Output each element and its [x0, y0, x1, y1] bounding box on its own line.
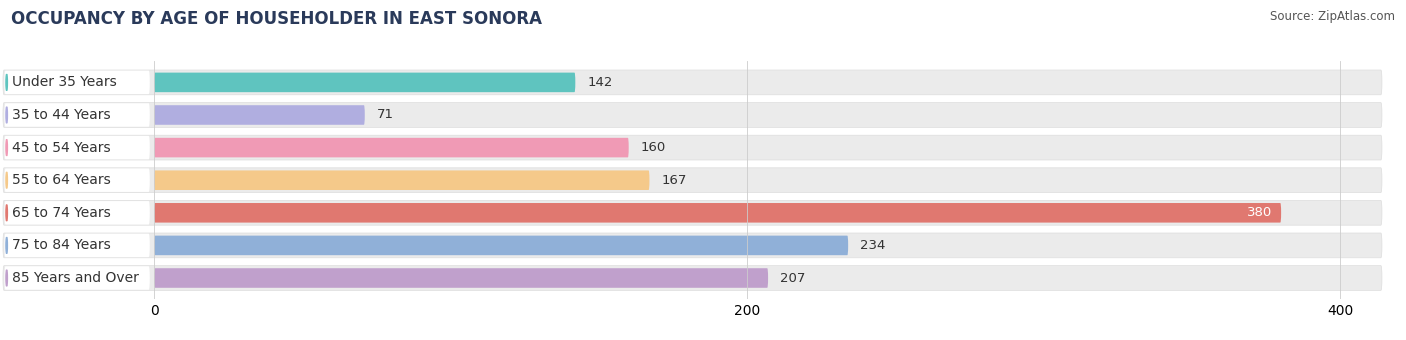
FancyBboxPatch shape	[3, 266, 1382, 290]
FancyBboxPatch shape	[155, 268, 768, 288]
FancyBboxPatch shape	[4, 201, 150, 224]
Text: 167: 167	[661, 174, 686, 187]
FancyBboxPatch shape	[4, 103, 150, 127]
FancyBboxPatch shape	[155, 105, 364, 125]
Text: 380: 380	[1247, 206, 1272, 219]
Circle shape	[6, 107, 7, 123]
FancyBboxPatch shape	[155, 138, 628, 157]
FancyBboxPatch shape	[155, 170, 650, 190]
Text: 35 to 44 Years: 35 to 44 Years	[11, 108, 111, 122]
Circle shape	[6, 205, 7, 221]
Text: 71: 71	[377, 108, 394, 121]
Text: 207: 207	[780, 272, 806, 285]
FancyBboxPatch shape	[4, 136, 150, 159]
Text: 55 to 64 Years: 55 to 64 Years	[11, 173, 111, 187]
Circle shape	[6, 172, 7, 188]
FancyBboxPatch shape	[4, 168, 150, 192]
Text: 85 Years and Over: 85 Years and Over	[11, 271, 139, 285]
Circle shape	[6, 270, 7, 286]
Text: 234: 234	[860, 239, 886, 252]
Text: 75 to 84 Years: 75 to 84 Years	[11, 238, 111, 252]
FancyBboxPatch shape	[3, 233, 1382, 258]
FancyBboxPatch shape	[3, 103, 1382, 128]
Text: 65 to 74 Years: 65 to 74 Years	[11, 206, 111, 220]
Circle shape	[6, 139, 7, 156]
FancyBboxPatch shape	[4, 234, 150, 257]
Text: 142: 142	[588, 76, 613, 89]
Text: Source: ZipAtlas.com: Source: ZipAtlas.com	[1270, 10, 1395, 23]
Text: OCCUPANCY BY AGE OF HOUSEHOLDER IN EAST SONORA: OCCUPANCY BY AGE OF HOUSEHOLDER IN EAST …	[11, 10, 543, 28]
FancyBboxPatch shape	[155, 236, 848, 255]
FancyBboxPatch shape	[4, 266, 150, 290]
FancyBboxPatch shape	[155, 73, 575, 92]
Text: 160: 160	[641, 141, 666, 154]
FancyBboxPatch shape	[3, 168, 1382, 192]
FancyBboxPatch shape	[3, 70, 1382, 95]
FancyBboxPatch shape	[4, 71, 150, 94]
FancyBboxPatch shape	[3, 200, 1382, 225]
Text: 45 to 54 Years: 45 to 54 Years	[11, 141, 111, 155]
Text: Under 35 Years: Under 35 Years	[11, 75, 117, 89]
Circle shape	[6, 237, 7, 254]
FancyBboxPatch shape	[3, 135, 1382, 160]
Circle shape	[6, 74, 7, 90]
FancyBboxPatch shape	[155, 203, 1281, 223]
